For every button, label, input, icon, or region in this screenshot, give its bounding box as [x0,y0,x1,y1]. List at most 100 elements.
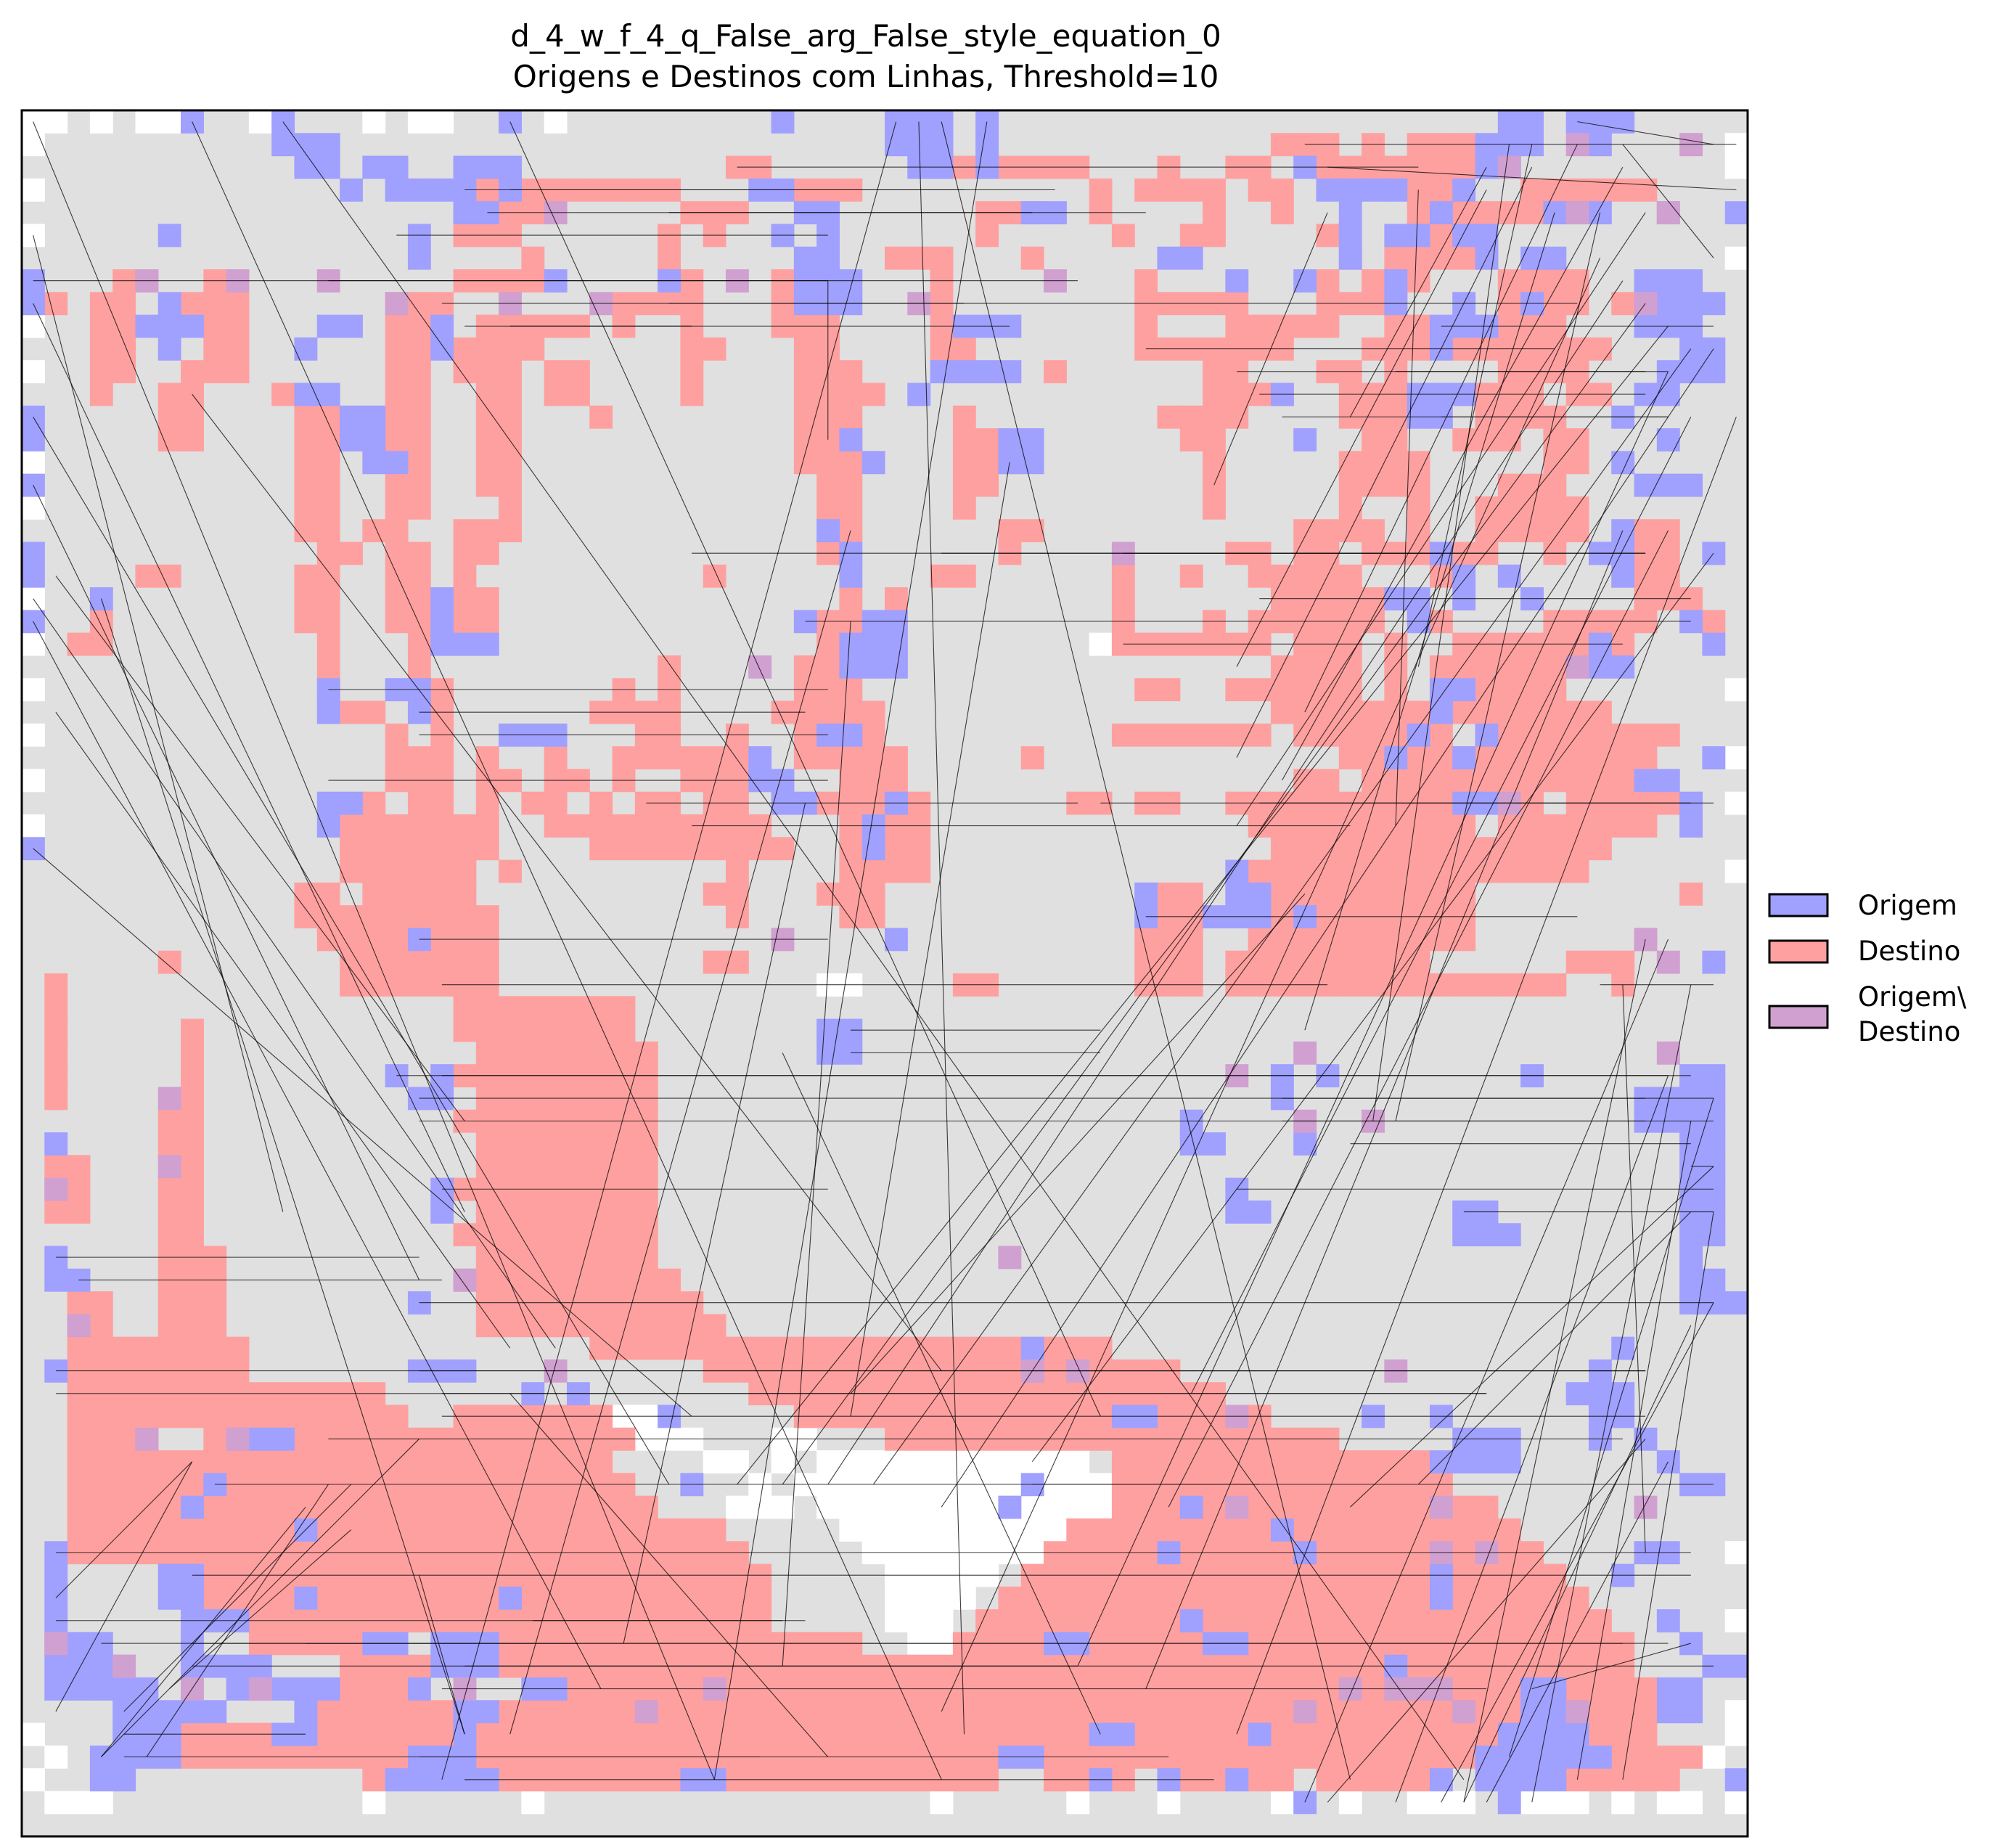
destino-cell [89,292,113,316]
destino-cell [1293,1586,1317,1610]
destino-cell [1134,1518,1158,1542]
destino-cell [521,791,545,815]
destino-cell [703,746,726,769]
destino-cell [544,791,568,815]
destino-cell [181,1018,204,1042]
destino-cell [316,473,340,497]
destino-cell [1475,201,1499,225]
destino-cell [566,1495,590,1519]
destino-cell [658,1314,681,1338]
destino-cell [430,1450,454,1473]
destino-cell [1316,1586,1340,1610]
destino-cell [475,428,499,451]
destino-cell [566,1132,590,1156]
destino-cell [1565,1768,1589,1792]
destino-cell [1248,1586,1272,1610]
destino-cell [407,292,431,316]
destino-cell [1338,678,1362,702]
origem-cell [1588,1382,1612,1406]
origem-cell [453,1722,477,1746]
destino-cell [499,996,522,1020]
origem-cell [1724,1768,1748,1792]
destino-cell [816,1700,840,1724]
destino-cell [316,655,340,679]
destino-cell [1384,700,1408,724]
origem-cell [816,1041,840,1065]
origem-cell [1179,1495,1203,1519]
od-connection-line [1395,212,1601,1121]
destino-cell [816,451,840,475]
empty-cell [885,1586,908,1610]
origem-cell [975,360,999,384]
destino-cell [1111,1586,1135,1610]
destino-cell [793,1336,817,1360]
destino-cell [1203,451,1226,475]
destino-cell [453,950,477,974]
od-connection-line [33,234,284,1212]
destino-cell [1407,973,1430,997]
destino-cell [930,246,954,270]
destino-cell [1475,655,1499,679]
destino-cell [1384,473,1408,497]
destino-cell [634,1155,658,1179]
destino-cell [1338,928,1362,952]
destino-cell [67,1200,91,1224]
destino-cell [1270,1768,1294,1792]
destino-cell [1634,519,1658,543]
destino-cell [839,473,863,497]
destino-cell [1248,178,1272,202]
destino-cell [1248,1495,1272,1519]
destino-cell [1203,473,1226,497]
empty-cell [1044,1495,1067,1519]
destino-cell [271,383,295,406]
od-connection-line [1531,984,1692,1803]
od-connection-line [850,462,1010,1417]
destino-cell [340,1722,363,1746]
destino-cell [1111,587,1135,610]
destino-cell [475,1041,499,1065]
origem-cell [1089,1722,1113,1746]
empty-cell [1543,1791,1567,1815]
destino-cell [1362,1745,1385,1769]
destino-cell [1089,178,1113,202]
origem-cell [1452,224,1476,248]
destino-cell [407,541,431,565]
destino-cell [589,791,613,815]
destino-cell [1475,769,1499,793]
destino-cell [407,655,431,679]
destino-cell [952,496,976,520]
origem-destino-cell [748,655,772,679]
origem-cell [44,1654,68,1678]
destino-cell [294,405,318,429]
destino-cell [1611,814,1635,838]
origem-destino-cell [1225,1495,1249,1519]
destino-cell [385,428,409,451]
origem-cell [1225,1200,1249,1224]
destino-cell [112,292,136,316]
od-connection-line [623,803,806,1644]
destino-cell [1475,973,1499,997]
destino-cell [634,1246,658,1270]
origem-cell [362,405,386,429]
destino-cell [1384,678,1408,702]
empty-cell [1724,791,1748,815]
destino-cell [1384,769,1408,793]
destino-cell [1543,700,1567,724]
destino-cell [385,587,409,610]
empty-cell [362,1791,386,1815]
destino-cell [544,1200,568,1224]
destino-cell [1520,973,1544,997]
destino-cell [430,1495,454,1519]
empty-cell [22,678,45,702]
destino-cell [1203,1495,1226,1519]
destino-cell [157,1177,181,1201]
destino-cell [861,905,885,929]
destino-cell [1179,564,1203,588]
destino-cell [407,1495,431,1519]
destino-cell [1543,473,1567,497]
destino-cell [89,1473,113,1497]
destino-cell [1270,1450,1294,1473]
destino-cell [1111,1700,1135,1724]
destino-cell [1020,1609,1044,1632]
destino-cell [839,496,863,520]
